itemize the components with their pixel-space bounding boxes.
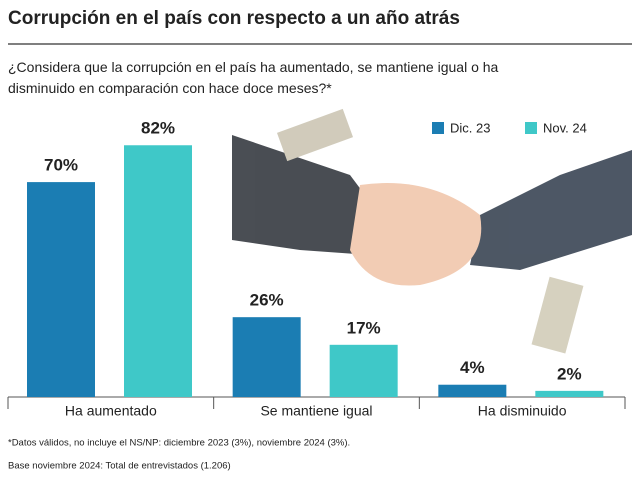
- bar: [535, 390, 604, 397]
- value-label: 26%: [250, 291, 284, 310]
- decoration: [232, 108, 632, 354]
- bar: [438, 384, 507, 397]
- bar: [329, 344, 398, 397]
- x-tick-label: Se mantiene igual: [260, 403, 372, 419]
- bar: [232, 317, 301, 397]
- footnote: Base noviembre 2024: Total de entrevista…: [8, 461, 231, 472]
- legend-swatch: [525, 122, 537, 134]
- value-label: 2%: [557, 364, 582, 383]
- x-tick-label: Ha aumentado: [65, 403, 157, 419]
- legend-label: Dic. 23: [450, 120, 490, 135]
- value-label: 70%: [44, 156, 78, 175]
- chart-title: Corrupción en el país con respecto a un …: [8, 8, 460, 29]
- value-label: 4%: [460, 358, 485, 377]
- footnote: *Datos válidos, no incluye el NS/NP: dic…: [8, 438, 350, 449]
- value-label: 17%: [347, 318, 381, 337]
- value-label: 82%: [141, 119, 175, 138]
- legend-label: Nov. 24: [543, 120, 587, 135]
- x-tick-label: Ha disminuido: [478, 403, 567, 419]
- legend-swatch: [432, 122, 444, 134]
- chart-subtitle: ¿Considera que la corrupción en el país …: [8, 59, 499, 96]
- bar: [27, 182, 95, 397]
- bar: [124, 145, 192, 397]
